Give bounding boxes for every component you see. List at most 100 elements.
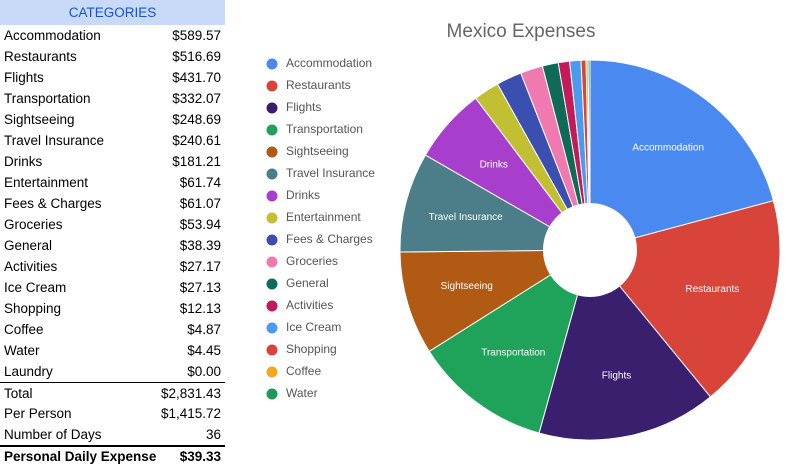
slice-label: Sightseeing bbox=[441, 281, 493, 292]
cell-label: Ice Cream bbox=[4, 280, 67, 295]
legend-label: Shopping bbox=[286, 342, 337, 356]
cell-value: $516.69 bbox=[172, 49, 221, 64]
legend-swatch bbox=[266, 256, 278, 268]
legend-label: Entertainment bbox=[286, 210, 361, 224]
cell-label: Activities bbox=[4, 259, 58, 274]
table-row: Personal Daily Expense $39.33 bbox=[0, 445, 225, 466]
legend-label: Travel Insurance bbox=[286, 166, 375, 180]
cell-label: Flights bbox=[4, 70, 44, 85]
cell-label: Fees & Charges bbox=[4, 196, 102, 211]
cell-label: Water bbox=[4, 343, 40, 358]
cell-value: $61.07 bbox=[179, 196, 221, 211]
table-row: Ice Cream $27.13 bbox=[0, 277, 225, 298]
table-row: Laundry $0.00 bbox=[0, 361, 225, 382]
slice-label: Drinks bbox=[480, 160, 508, 171]
legend-swatch bbox=[266, 344, 278, 356]
legend-swatch bbox=[266, 300, 278, 312]
slice-label: Restaurants bbox=[685, 284, 739, 295]
cell-label: Total bbox=[4, 385, 33, 401]
cell-label: Number of Days bbox=[4, 427, 102, 442]
cell-value: $2,831.43 bbox=[160, 385, 221, 401]
pie-slice bbox=[538, 248, 712, 441]
table-row: Water $4.45 bbox=[0, 340, 225, 361]
table-row: Accommodation $589.57 bbox=[0, 25, 225, 46]
chart-title: Mexico Expenses bbox=[447, 21, 596, 42]
cell-label: Groceries bbox=[4, 217, 63, 232]
cell-label: Transportation bbox=[4, 91, 91, 106]
legend-swatch bbox=[266, 124, 278, 136]
table-row: Transportation $332.07 bbox=[0, 88, 225, 109]
table-row: General $38.39 bbox=[0, 235, 225, 256]
table-row: Groceries $53.94 bbox=[0, 214, 225, 235]
cell-value: 36 bbox=[205, 427, 221, 442]
pie-slice bbox=[589, 59, 775, 251]
legend-label: Coffee bbox=[286, 364, 321, 378]
legend-swatch bbox=[266, 366, 278, 378]
cell-value: $431.70 bbox=[172, 70, 221, 85]
cell-value: $53.94 bbox=[179, 217, 221, 232]
table-header: CATEGORIES bbox=[0, 0, 225, 25]
cell-label: Shopping bbox=[4, 301, 62, 316]
table-row: Number of Days 36 bbox=[0, 424, 225, 445]
pie-slice bbox=[428, 248, 591, 434]
legend-label: Fees & Charges bbox=[286, 232, 373, 246]
cell-value: $181.21 bbox=[172, 154, 221, 169]
cell-label: Laundry bbox=[4, 364, 53, 379]
legend-swatch bbox=[266, 80, 278, 92]
legend-swatch bbox=[266, 102, 278, 114]
legend-swatch bbox=[266, 322, 278, 334]
legend-swatch bbox=[266, 168, 278, 180]
cell-value: $240.61 bbox=[172, 133, 221, 148]
cell-value: $38.39 bbox=[179, 238, 221, 253]
legend-swatch bbox=[266, 278, 278, 290]
cell-label: Coffee bbox=[4, 322, 44, 337]
legend-swatch bbox=[266, 234, 278, 246]
slice-label: Flights bbox=[602, 370, 631, 381]
legend-label: Flights bbox=[286, 100, 321, 114]
legend-label: General bbox=[286, 276, 329, 290]
legend-label: Ice Cream bbox=[286, 320, 341, 334]
pie-slice bbox=[589, 200, 781, 398]
table-row: Activities $27.17 bbox=[0, 256, 225, 277]
table-row: Entertainment $61.74 bbox=[0, 172, 225, 193]
cell-label: Travel Insurance bbox=[4, 133, 105, 148]
table-row: Per Person $1,415.72 bbox=[0, 403, 225, 424]
legend-label: Groceries bbox=[286, 254, 338, 268]
table-row: Flights $431.70 bbox=[0, 67, 225, 88]
donut-hole bbox=[543, 203, 637, 297]
cell-label: Accommodation bbox=[4, 28, 101, 43]
cell-value: $4.87 bbox=[187, 322, 221, 337]
legend-swatch bbox=[266, 212, 278, 224]
legend-label: Transportation bbox=[286, 122, 363, 136]
cell-value: $0.00 bbox=[187, 364, 221, 379]
cell-value: $332.07 bbox=[172, 91, 221, 106]
table-row: Total $2,831.43 bbox=[0, 382, 225, 403]
slice-label: Transportation bbox=[481, 348, 545, 359]
legend-label: Activities bbox=[286, 298, 333, 312]
table-row: Shopping $12.13 bbox=[0, 298, 225, 319]
cell-value: $27.17 bbox=[179, 259, 221, 274]
table-row: Restaurants $516.69 bbox=[0, 46, 225, 67]
legend-swatch bbox=[266, 190, 278, 202]
cell-label: Entertainment bbox=[4, 175, 89, 190]
cell-value: $12.13 bbox=[179, 301, 221, 316]
cell-label: Personal Daily Expense bbox=[4, 449, 157, 464]
cell-label: Restaurants bbox=[4, 49, 77, 64]
legend-label: Drinks bbox=[286, 188, 320, 202]
pie-slice bbox=[587, 59, 591, 251]
legend-label: Water bbox=[286, 386, 318, 400]
legend-swatch bbox=[266, 58, 278, 70]
cell-value: $4.45 bbox=[187, 343, 221, 358]
legend-swatch bbox=[266, 146, 278, 158]
slice-label: Travel Insurance bbox=[429, 212, 504, 223]
cell-value: $61.74 bbox=[179, 175, 221, 190]
table-row: Travel Insurance $240.61 bbox=[0, 130, 225, 151]
cell-value: $248.69 bbox=[172, 112, 221, 127]
legend-swatch bbox=[266, 388, 278, 400]
cell-label: Sightseeing bbox=[4, 112, 75, 127]
legend-label: Restaurants bbox=[286, 78, 351, 92]
cell-label: Per Person bbox=[4, 406, 72, 421]
cell-value: $27.13 bbox=[179, 280, 221, 295]
